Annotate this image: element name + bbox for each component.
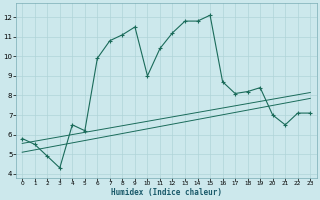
X-axis label: Humidex (Indice chaleur): Humidex (Indice chaleur) <box>111 188 222 197</box>
